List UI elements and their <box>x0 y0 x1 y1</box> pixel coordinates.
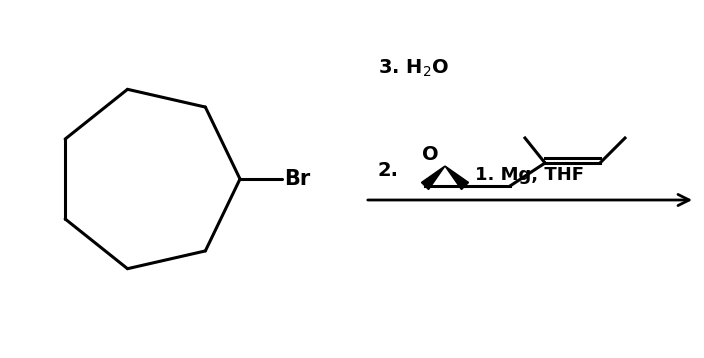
Text: Br: Br <box>284 169 310 189</box>
Text: O: O <box>422 145 439 164</box>
Polygon shape <box>445 166 469 189</box>
Text: 2.: 2. <box>378 160 399 179</box>
Text: 1. Mg, THF: 1. Mg, THF <box>475 166 584 184</box>
Polygon shape <box>422 166 445 189</box>
Text: 3. H$_2$O: 3. H$_2$O <box>378 57 449 79</box>
